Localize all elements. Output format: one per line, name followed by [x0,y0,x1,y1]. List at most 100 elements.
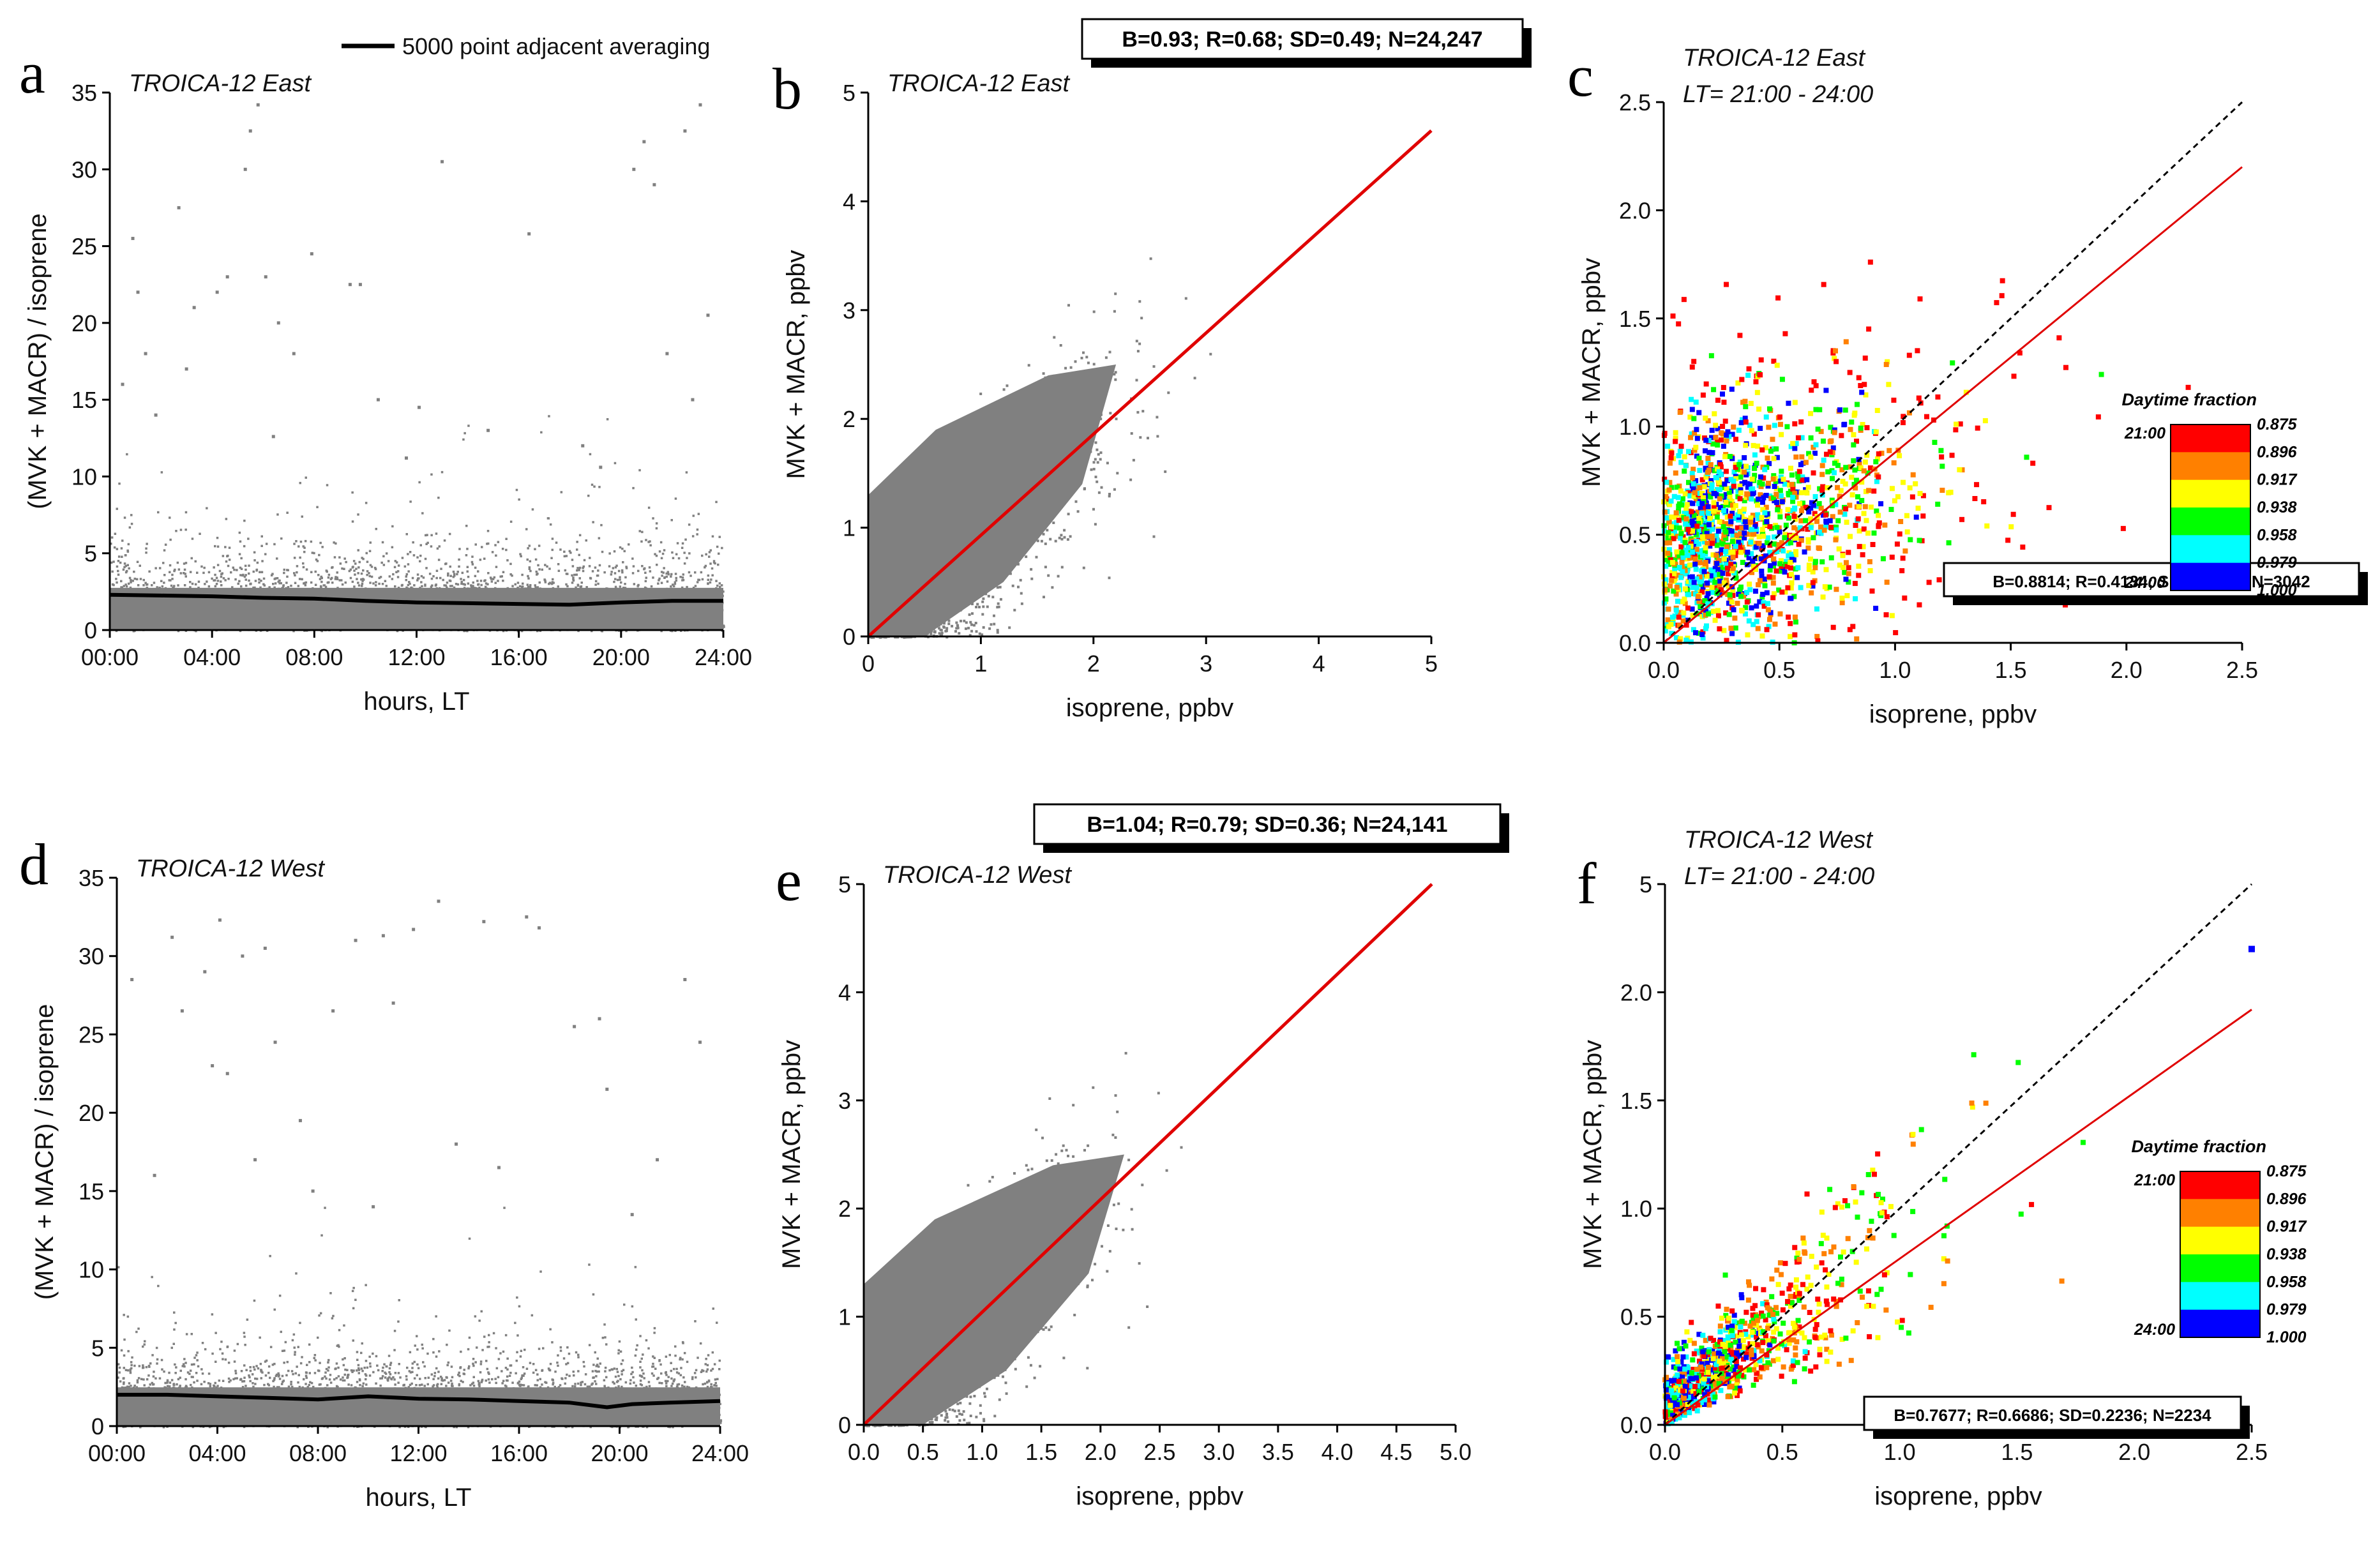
colored-point [1879,451,1885,456]
colored-point [1791,506,1797,512]
colored-point [1855,516,1861,522]
colored-point [1691,486,1696,492]
colored-point [1742,455,1747,461]
colored-point [1864,1304,1870,1309]
colored-point [1664,515,1670,521]
colored-point [1875,1335,1881,1341]
colored-point [1701,1376,1707,1382]
colored-point [1696,1332,1702,1337]
colored-point [1665,550,1671,556]
colored-point [1910,1132,1916,1138]
colored-point [1669,1388,1675,1394]
colored-point [1739,1318,1745,1324]
colored-point [1729,1333,1735,1339]
colored-point [1815,426,1821,432]
colored-point [1900,555,1906,561]
colored-point [2029,1201,2035,1207]
colored-point [1842,1198,1848,1203]
outlier-point [211,1064,215,1068]
colored-point [1926,580,1932,585]
colored-point [1740,417,1745,423]
x-tick-label: 0.0 [1648,657,1680,683]
colored-point [1803,518,1809,523]
colored-point [1800,500,1805,506]
colored-point [1713,1373,1719,1379]
colored-point [1758,492,1763,498]
colored-point [1733,625,1738,631]
colorbar-title: Daytime fraction [2131,1137,2266,1156]
colored-point [1954,421,1959,427]
x-tick-label: 08:00 [285,644,343,670]
avg-line [109,592,723,607]
colored-point [1788,560,1793,566]
colored-point [1788,634,1793,640]
colored-point [1774,363,1780,368]
x-tick-label: 5.0 [1440,1439,1472,1465]
colored-point [1724,486,1729,492]
x-tick-label: 4.0 [1322,1439,1353,1465]
colored-point [1791,1337,1796,1343]
colored-point [1832,460,1837,466]
colored-point [2030,460,2036,466]
colored-point [1692,513,1698,518]
panel-letter: a [19,40,45,105]
colored-point [1717,496,1722,502]
colored-point [1764,1302,1770,1308]
colored-point [1667,1400,1673,1406]
colored-point [1709,428,1715,433]
colored-point [1662,587,1668,593]
colored-point [1682,454,1687,460]
colored-point [1664,1394,1669,1399]
colored-point [1701,506,1706,512]
colored-point [1663,596,1669,602]
colored-point [1785,507,1791,513]
colored-point [1738,540,1744,546]
colored-point [1892,498,1897,504]
colored-point [1713,533,1719,539]
colored-point [1736,1343,1742,1349]
colored-point [1878,501,1884,507]
colored-point [1720,423,1726,429]
colored-point [1763,553,1769,559]
colored-point [1684,509,1690,515]
colored-point [1779,1290,1785,1296]
outlier-point [372,1205,375,1208]
colored-point [1823,567,1829,573]
colored-point [1801,1304,1807,1310]
colored-point [1747,1282,1752,1288]
colored-point [1685,553,1691,559]
colored-point [1854,636,1860,642]
colored-point [1758,357,1764,363]
colored-point [1909,494,1915,500]
colored-point [1736,543,1742,548]
colored-point [1729,1383,1735,1389]
colored-point [1733,476,1739,481]
colored-point [1748,400,1754,406]
colored-point [1816,1301,1822,1307]
outlier-point [248,129,252,133]
colored-point [1731,483,1736,489]
colored-point [1772,560,1777,566]
colored-point [1812,1327,1818,1332]
colored-point [1766,461,1772,467]
colored-point [1672,557,1678,562]
colored-point [1813,442,1819,447]
colored-point [1759,1348,1765,1354]
colored-point [1677,409,1683,415]
colored-point [1949,453,1955,458]
colored-point [1757,599,1763,605]
colored-point [1730,555,1736,560]
colored-point [1935,394,1941,400]
colored-point [1765,1305,1770,1311]
colored-point [1739,514,1745,520]
colored-point [1765,535,1771,541]
colored-point [1732,1325,1738,1330]
colored-point [1802,549,1807,555]
colored-point [1756,406,1762,412]
colored-point [1699,589,1705,595]
colored-point [1850,624,1856,629]
colored-point [1750,486,1756,492]
colored-point [1839,1276,1844,1282]
colored-point [1790,486,1796,492]
